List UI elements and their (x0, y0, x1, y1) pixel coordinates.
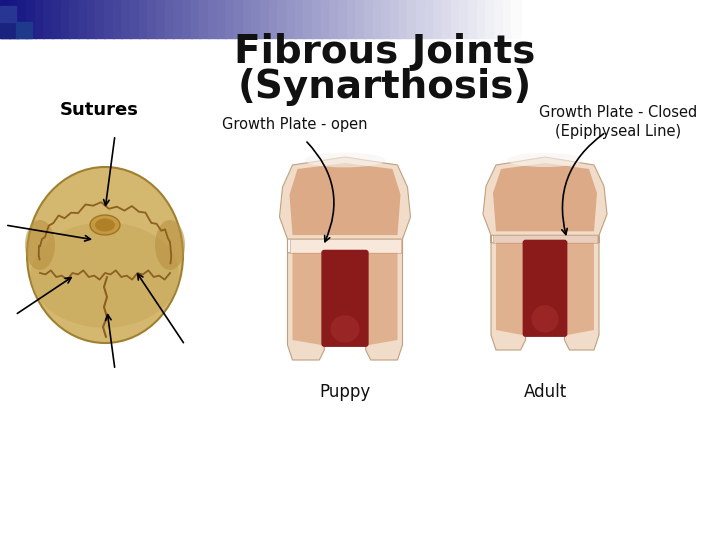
Ellipse shape (507, 153, 582, 167)
Bar (0, 6, 16, 22)
Bar (294, 0, 305, 38)
Polygon shape (366, 239, 402, 360)
Bar (303, 0, 313, 38)
Bar (95, 0, 105, 38)
Bar (269, 0, 279, 38)
Bar (156, 0, 166, 38)
Bar (373, 0, 382, 38)
Ellipse shape (31, 222, 179, 328)
FancyBboxPatch shape (321, 249, 369, 347)
Bar (35, 0, 45, 38)
Bar (139, 0, 148, 38)
Polygon shape (369, 241, 397, 345)
Polygon shape (496, 237, 523, 335)
Polygon shape (289, 163, 400, 235)
Ellipse shape (90, 215, 120, 235)
Polygon shape (287, 239, 324, 360)
Bar (312, 0, 322, 38)
Ellipse shape (330, 315, 359, 342)
Bar (503, 0, 513, 38)
Bar (320, 0, 330, 38)
Bar (390, 0, 400, 38)
Polygon shape (493, 163, 597, 231)
Bar (408, 0, 417, 38)
Bar (511, 0, 521, 38)
Bar (174, 0, 183, 38)
Bar (26, 0, 36, 38)
Bar (382, 0, 391, 38)
Ellipse shape (25, 220, 55, 270)
Bar (148, 0, 157, 38)
Bar (9, 0, 18, 38)
Ellipse shape (95, 219, 115, 232)
Bar (468, 0, 477, 38)
Bar (338, 0, 348, 38)
Bar (477, 0, 486, 38)
Bar (243, 0, 252, 38)
Bar (356, 0, 365, 38)
Bar (433, 0, 443, 38)
Bar (485, 0, 495, 38)
Bar (182, 0, 192, 38)
FancyBboxPatch shape (523, 240, 567, 337)
Text: (Synarthosis): (Synarthosis) (238, 68, 532, 106)
Ellipse shape (305, 153, 385, 167)
Bar (122, 0, 131, 38)
Bar (442, 0, 451, 38)
Text: Puppy: Puppy (320, 383, 371, 401)
Bar (208, 0, 217, 38)
Bar (78, 0, 88, 38)
Bar (0, 0, 9, 38)
Bar (191, 0, 200, 38)
Bar (52, 0, 62, 38)
Bar (251, 0, 261, 38)
Bar (260, 0, 270, 38)
Bar (86, 0, 96, 38)
Bar (399, 0, 408, 38)
Polygon shape (567, 237, 594, 335)
Bar (130, 0, 140, 38)
Bar (364, 0, 374, 38)
Ellipse shape (531, 305, 559, 333)
Bar (104, 0, 114, 38)
Text: Adult: Adult (523, 383, 567, 401)
Polygon shape (279, 157, 410, 239)
Bar (17, 0, 27, 38)
Polygon shape (292, 241, 321, 345)
Polygon shape (491, 235, 526, 350)
Ellipse shape (155, 220, 185, 270)
Bar (289, 239, 400, 253)
Bar (329, 0, 339, 38)
Text: Sutures: Sutures (60, 101, 139, 119)
Bar (286, 0, 296, 38)
Bar (217, 0, 226, 38)
Bar (493, 235, 597, 242)
Polygon shape (483, 157, 607, 235)
Polygon shape (564, 235, 599, 350)
Bar (16, 22, 32, 38)
Bar (69, 0, 79, 38)
Text: Growth Plate - open: Growth Plate - open (222, 118, 368, 132)
Bar (451, 0, 460, 38)
Bar (199, 0, 209, 38)
Bar (416, 0, 426, 38)
Bar (459, 0, 469, 38)
Bar (234, 0, 243, 38)
Bar (112, 0, 122, 38)
Bar (277, 0, 287, 38)
Text: Fibrous Joints: Fibrous Joints (234, 33, 536, 71)
Ellipse shape (27, 167, 183, 343)
Text: Growth Plate - Closed
(Epiphyseal Line): Growth Plate - Closed (Epiphyseal Line) (539, 105, 697, 139)
Bar (43, 0, 53, 38)
Bar (225, 0, 235, 38)
Bar (165, 0, 174, 38)
Bar (425, 0, 434, 38)
Bar (60, 0, 71, 38)
Bar (346, 0, 356, 38)
Bar (494, 0, 504, 38)
Bar (0, 22, 16, 38)
